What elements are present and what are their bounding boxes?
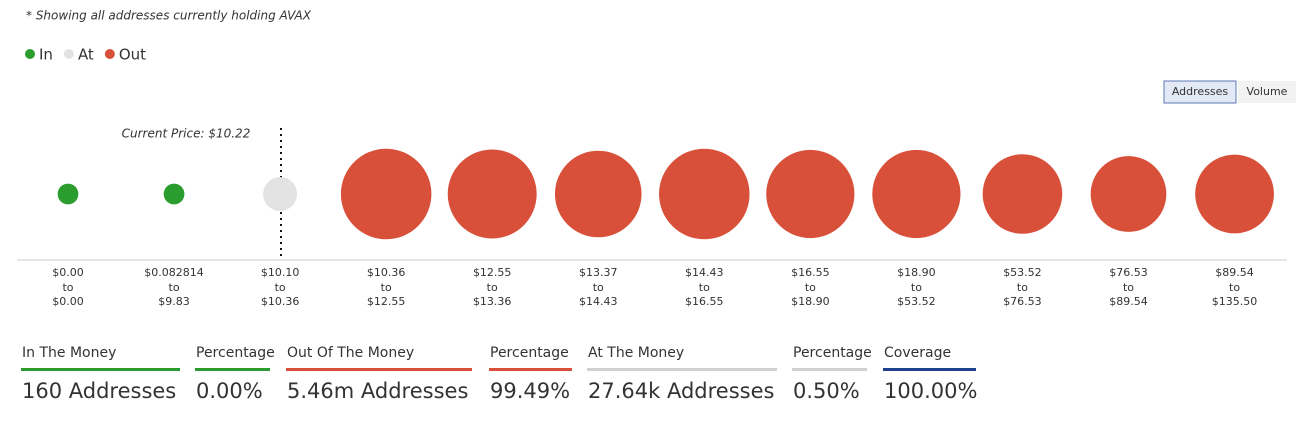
bubble [1195,154,1274,234]
legend-dot [104,49,115,59]
range-to: $0.00 [52,295,84,308]
note: * Showing all addresses currently holdin… [26,9,312,23]
current-price: Current Price: $10.22 [122,127,251,141]
range-to: $14.43 [579,295,618,308]
stat-underline [883,368,976,371]
legend-label: Out [119,46,146,64]
volume-button[interactable] [1238,81,1296,103]
stat-label: Coverage [884,345,951,361]
range-to: $18.90 [791,295,830,308]
stat-label: In The Money [22,345,116,361]
range-to: $89.54 [1109,295,1148,308]
addresses-button[interactable] [1163,80,1237,104]
stat-value: 160 Addresses [22,379,176,403]
range-from: $53.52 [1003,266,1042,279]
range-separator: to [62,281,73,294]
range-to: $76.53 [1003,295,1042,308]
stat-value: 27.64k Addresses [588,379,774,403]
range-from: $18.90 [897,266,936,279]
stat-label: Percentage [490,345,569,361]
stat-label: Percentage [196,345,275,361]
range-separator: to [275,281,286,294]
legend-dot [63,49,74,59]
bubble [982,154,1063,234]
range-to: $13.36 [473,295,512,308]
bubble [57,183,79,205]
range-from: $89.54 [1215,266,1254,279]
range-separator: to [1229,281,1240,294]
range-separator: to [699,281,710,294]
stat-underline [286,368,472,371]
bubble [872,149,961,239]
range-to: $10.36 [261,295,300,308]
range-separator: to [169,281,180,294]
stat-underline [21,368,180,371]
range-from: $13.37 [579,266,618,279]
stat-value: 100.00% [884,379,977,403]
stat-label: Out Of The Money [287,345,414,361]
bubble [766,149,855,239]
stat-underline [195,368,270,371]
stat-label: Percentage [793,345,872,361]
stat-underline [792,368,867,371]
stat-underline [587,368,777,371]
range-separator: to [911,281,922,294]
stat-value: 0.00% [196,379,263,403]
range-from: $12.55 [473,266,512,279]
range-from: $76.53 [1109,266,1148,279]
bubble [263,177,298,211]
legend-label: In [39,46,53,64]
stat-underline [489,368,572,371]
range-to: $12.55 [367,295,406,308]
bubble [340,148,432,240]
range-separator: to [593,281,604,294]
range-separator: to [1017,281,1028,294]
range-from: $10.10 [261,266,300,279]
range-from: $0.00 [52,266,84,279]
range-to: $135.50 [1212,295,1258,308]
range-to: $9.83 [158,295,190,308]
bubble [163,183,185,205]
stat-value: 99.49% [490,379,570,403]
legend-dot [25,49,35,59]
range-from: $0.082814 [144,266,204,279]
range-from: $14.43 [685,266,724,279]
addresses-button-label[interactable]: Addresses [1172,85,1229,98]
volume-button-label[interactable]: Volume [1247,85,1288,98]
range-separator: to [381,281,392,294]
range-to: $53.52 [897,295,936,308]
range-to: $16.55 [685,295,724,308]
range-separator: to [1123,281,1134,294]
range-separator: to [805,281,816,294]
range-from: $16.55 [791,266,830,279]
bubble [447,149,537,239]
bubble [554,150,642,238]
bubble [1090,156,1167,232]
stat-value: 0.50% [793,379,860,403]
stat-value: 5.46m Addresses [287,379,468,403]
bubble [659,148,750,240]
range-separator: to [487,281,498,294]
stat-label: At The Money [588,345,684,361]
legend-label: At [78,46,94,64]
range-from: $10.36 [367,266,406,279]
